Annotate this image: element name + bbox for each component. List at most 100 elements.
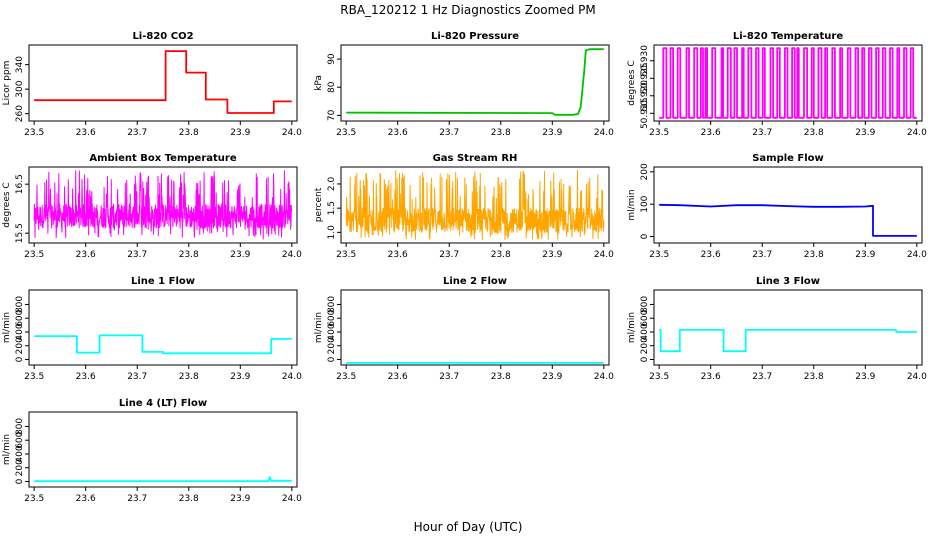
x-tick-label: 23.6 bbox=[701, 250, 721, 260]
x-tick-label: 23.8 bbox=[179, 128, 199, 138]
x-tick-label: 23.9 bbox=[230, 494, 250, 504]
x-tick-label: 23.6 bbox=[701, 372, 721, 382]
y-tick-label: 300 bbox=[15, 80, 25, 97]
y-axis-label: kPa bbox=[314, 75, 324, 91]
y-axis-label: ml/min bbox=[2, 312, 12, 343]
x-tick-label: 23.5 bbox=[24, 494, 44, 504]
y-tick-label: 400 bbox=[15, 323, 25, 340]
y-tick-label: 800 bbox=[327, 296, 337, 313]
x-tick-label: 23.7 bbox=[127, 250, 147, 260]
y-axis-label: ml/min bbox=[627, 312, 637, 343]
y-tick-label: 200 bbox=[15, 337, 25, 354]
y-axis-label: percent bbox=[314, 187, 324, 222]
y-tick-label: 90 bbox=[327, 53, 337, 65]
y-tick-label: 50.915 bbox=[640, 98, 650, 129]
panel-title: Line 3 Flow bbox=[756, 276, 820, 287]
plot-frame bbox=[340, 44, 610, 122]
panel-line4: Line 4 (LT) Flow ml/min 23.5 23.6 23.7 23.8 23… bbox=[2, 398, 302, 504]
y-tick-label: 400 bbox=[15, 445, 25, 462]
y-axis-label: ml/min bbox=[2, 434, 12, 465]
x-tick-label: 23.6 bbox=[76, 494, 96, 504]
x-tick-label: 23.7 bbox=[439, 372, 459, 382]
y-tick-label: 0 bbox=[640, 233, 650, 239]
y-tick-label: 200 bbox=[640, 337, 650, 354]
y-tick-label: 200 bbox=[327, 337, 337, 354]
x-tick-label: 23.8 bbox=[491, 250, 511, 260]
x-tick-label: 23.8 bbox=[804, 250, 824, 260]
y-tick-label: 800 bbox=[15, 296, 25, 313]
x-tick-label: 23.8 bbox=[179, 372, 199, 382]
panel-title: Line 4 (LT) Flow bbox=[119, 398, 207, 409]
plot-frame bbox=[28, 289, 298, 366]
y-tick-label: 70 bbox=[327, 109, 337, 121]
panel-title: Li-820 Pressure bbox=[431, 31, 519, 42]
series-line-rh bbox=[345, 169, 605, 241]
x-tick-label: 23.5 bbox=[336, 372, 356, 382]
x-tick-label: 23.8 bbox=[179, 494, 199, 504]
x-tick-label: 23.6 bbox=[76, 128, 96, 138]
x-tick-label: 23.6 bbox=[388, 372, 408, 382]
x-tick-label: 23.9 bbox=[855, 128, 875, 138]
x-tick-label: 23.5 bbox=[649, 250, 669, 260]
plot-frame bbox=[28, 411, 298, 488]
y-tick-label: 0 bbox=[327, 356, 337, 362]
x-tick-label: 24.0 bbox=[907, 128, 927, 138]
y-tick-label: 600 bbox=[15, 309, 25, 326]
series-line-sample bbox=[659, 203, 917, 237]
x-tick-label: 23.5 bbox=[24, 250, 44, 260]
y-axis-label: ml/min bbox=[627, 189, 637, 220]
y-tick-label: 50.930 bbox=[640, 45, 650, 77]
x-tick-label: 23.9 bbox=[855, 372, 875, 382]
y-tick-label: 0 bbox=[640, 356, 650, 362]
x-tick-label: 23.7 bbox=[127, 494, 147, 504]
x-tick-label: 24.0 bbox=[282, 250, 302, 260]
y-tick-label: 400 bbox=[327, 323, 337, 340]
figure-title: RBA_120212 1 Hz Diagnostics Zoomed PM bbox=[340, 3, 595, 17]
x-tick-label: 23.9 bbox=[230, 372, 250, 382]
x-tick-label: 23.6 bbox=[388, 250, 408, 260]
x-tick-label: 23.5 bbox=[336, 128, 356, 138]
x-tick-label: 23.7 bbox=[439, 250, 459, 260]
y-tick-label: 0 bbox=[15, 356, 25, 362]
x-tick-label: 23.8 bbox=[179, 250, 199, 260]
y-tick-label: 80 bbox=[327, 81, 337, 93]
y-tick-label: 1.5 bbox=[327, 201, 337, 215]
plot-frame bbox=[653, 166, 923, 244]
y-tick-label: 50.925 bbox=[640, 63, 650, 95]
y-axis-label: ml/min bbox=[314, 312, 324, 343]
panel-pressure: Li-820 Pressure kPa 23.5 23.6 23.7 23.8 23.9 24… bbox=[314, 31, 614, 138]
x-tick-label: 23.9 bbox=[230, 250, 250, 260]
plot-frame bbox=[28, 166, 298, 244]
panel-title: Ambient Box Temperature bbox=[89, 153, 236, 164]
panel-title: Li-820 Temperature bbox=[733, 31, 843, 42]
y-tick-label: 600 bbox=[327, 309, 337, 326]
panel-line1: Line 1 Flow ml/min 23.5 23.6 23.7 23.8 23.9 24.… bbox=[2, 276, 302, 382]
panel-rh: Gas Stream RH percent 23.5 23.6 23.7 23.8 23.9… bbox=[314, 153, 614, 260]
x-tick-label: 23.6 bbox=[388, 128, 408, 138]
y-tick-label: 200 bbox=[640, 163, 650, 180]
x-tick-label: 23.8 bbox=[804, 128, 824, 138]
x-tick-label: 23.8 bbox=[804, 372, 824, 382]
series-line-temperature bbox=[659, 47, 917, 119]
x-tick-label: 23.5 bbox=[336, 250, 356, 260]
x-tick-label: 24.0 bbox=[594, 372, 614, 382]
x-tick-label: 23.7 bbox=[127, 372, 147, 382]
y-axis-label: Licor ppm bbox=[2, 61, 12, 106]
x-tick-label: 23.7 bbox=[127, 128, 147, 138]
y-tick-label: 100 bbox=[640, 195, 650, 212]
x-tick-label: 23.6 bbox=[76, 372, 96, 382]
panel-sample: Sample Flow ml/min 23.5 23.6 23.7 23.8 23.9 24.… bbox=[627, 153, 927, 260]
plot-frame bbox=[28, 44, 298, 122]
x-tick-label: 24.0 bbox=[907, 372, 927, 382]
y-tick-label: 16.5 bbox=[15, 174, 25, 194]
x-tick-label: 23.6 bbox=[701, 128, 721, 138]
panel-co2: Li-820 CO2 Licor ppm 23.5 23.6 23.7 23.8 23.9 2… bbox=[2, 31, 302, 138]
x-tick-label: 23.7 bbox=[752, 372, 772, 382]
x-tick-label: 23.5 bbox=[24, 128, 44, 138]
panel-line2: Line 2 Flow ml/min 23.5 23.6 23.7 23.8 23.9 24.… bbox=[314, 276, 614, 382]
series-line-line1 bbox=[34, 334, 292, 355]
panel-title: Sample Flow bbox=[752, 153, 824, 164]
panel-title: Li-820 CO2 bbox=[132, 31, 193, 42]
x-tick-label: 23.9 bbox=[542, 128, 562, 138]
x-tick-label: 23.9 bbox=[542, 250, 562, 260]
